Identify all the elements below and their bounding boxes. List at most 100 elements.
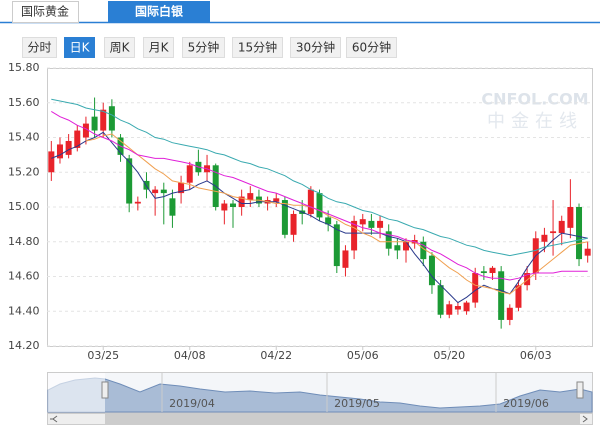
scroll-right[interactable]: [582, 415, 588, 423]
candle-body: [221, 203, 228, 211]
candle-body: [108, 106, 115, 131]
ma-line: [51, 131, 588, 304]
candle-body: [238, 196, 245, 207]
candle-body: [576, 207, 583, 260]
tab-gold[interactable]: [12, 1, 79, 23]
candle-body: [160, 189, 167, 194]
y-tick-label: 14.80: [8, 235, 40, 248]
period-button[interactable]: [64, 37, 95, 58]
candle-body: [420, 241, 427, 260]
candle-body: [515, 285, 522, 308]
tab-label[interactable]: 国际白银: [135, 4, 184, 19]
period-button[interactable]: [290, 37, 341, 58]
candle-body: [333, 224, 340, 267]
candle-body: [428, 255, 435, 286]
candle-body: [463, 302, 470, 312]
y-tick-label: 15.40: [8, 131, 40, 144]
candle-body: [584, 248, 591, 256]
x-tick-label: 06/03: [520, 349, 552, 362]
x-tick-label: 04/22: [260, 349, 292, 362]
candle-body: [524, 273, 531, 286]
candle-body: [65, 140, 72, 155]
tab-label[interactable]: 国际黄金: [21, 4, 69, 19]
candle-body: [541, 234, 548, 242]
candle-body: [368, 220, 375, 228]
candle-body: [290, 213, 297, 235]
candle-body: [359, 219, 366, 225]
period-button[interactable]: [22, 37, 57, 58]
candle-body: [186, 165, 193, 183]
scrollbar-thumb[interactable]: [105, 414, 580, 424]
candle-body: [437, 285, 444, 315]
candle-body: [385, 231, 392, 249]
period-button-label[interactable]: 5分钟: [188, 40, 220, 55]
y-tick-label: 15.60: [8, 96, 40, 109]
candle-body: [307, 189, 314, 214]
tab-silver[interactable]: [108, 1, 210, 23]
period-button[interactable]: [232, 37, 283, 58]
period-button-label[interactable]: 15分钟: [238, 40, 277, 55]
candle-body: [454, 306, 461, 310]
y-tick-label: 14.60: [8, 270, 40, 283]
ma-line: [51, 110, 588, 281]
candle-body: [342, 250, 349, 268]
period-button-label[interactable]: 月K: [149, 41, 170, 55]
scroll-left[interactable]: [50, 415, 58, 423]
navigator-mask: [48, 373, 105, 412]
period-button-label[interactable]: 周K: [110, 41, 131, 55]
x-tick-label: 05/20: [433, 349, 465, 362]
candle-body: [152, 189, 159, 194]
period-button-label[interactable]: 日K: [70, 41, 91, 55]
candle-body: [377, 220, 384, 228]
candle-body: [169, 198, 176, 216]
x-tick-label: 03/25: [87, 349, 119, 362]
candle-body: [567, 207, 574, 228]
candle-body: [394, 245, 401, 251]
x-tick-label: 04/08: [174, 349, 206, 362]
candle-body: [229, 203, 236, 207]
candle-body: [74, 130, 81, 148]
candle-body: [480, 271, 487, 274]
candle-body: [325, 217, 332, 225]
candle-body: [56, 144, 63, 159]
y-tick-label: 15.00: [8, 200, 40, 213]
candle-body: [48, 151, 55, 173]
candle-body: [403, 241, 410, 251]
period-button[interactable]: [182, 37, 225, 58]
navigator-label: 2019/04: [169, 397, 215, 410]
navigator-label: 2019/06: [503, 397, 549, 410]
watermark-text: 中金在线: [487, 111, 583, 132]
y-tick-label: 14.40: [8, 304, 40, 317]
candle-body: [558, 220, 565, 234]
ma-line: [85, 133, 588, 295]
candle-body: [100, 109, 107, 131]
navigator-handle[interactable]: [101, 381, 109, 399]
candle-body: [506, 307, 513, 320]
period-button[interactable]: [346, 37, 397, 58]
navigator-label: 2019/05: [334, 397, 380, 410]
y-tick-label: 15.80: [8, 61, 40, 74]
period-button[interactable]: [104, 37, 135, 58]
candle-body: [273, 198, 280, 202]
candle-body: [91, 116, 98, 131]
y-tick-label: 15.20: [8, 165, 40, 178]
ma-line: [51, 98, 588, 257]
candle-body: [489, 267, 496, 274]
candle-body: [446, 304, 453, 315]
period-button-label[interactable]: 30分钟: [296, 40, 335, 55]
candle-body: [316, 193, 323, 218]
period-button[interactable]: [143, 37, 174, 58]
x-tick-label: 05/06: [347, 349, 379, 362]
candle-body: [550, 231, 557, 234]
period-button-label[interactable]: 60分钟: [352, 40, 391, 55]
candle-body: [351, 220, 358, 251]
candle-body: [178, 182, 185, 194]
watermark-logo: CNFOL.COM: [481, 90, 588, 109]
navigator-handle[interactable]: [576, 381, 584, 399]
candle-body: [134, 201, 141, 204]
candle-body: [82, 123, 89, 138]
period-button-label[interactable]: 分时: [27, 41, 51, 55]
candle-body: [472, 273, 479, 303]
